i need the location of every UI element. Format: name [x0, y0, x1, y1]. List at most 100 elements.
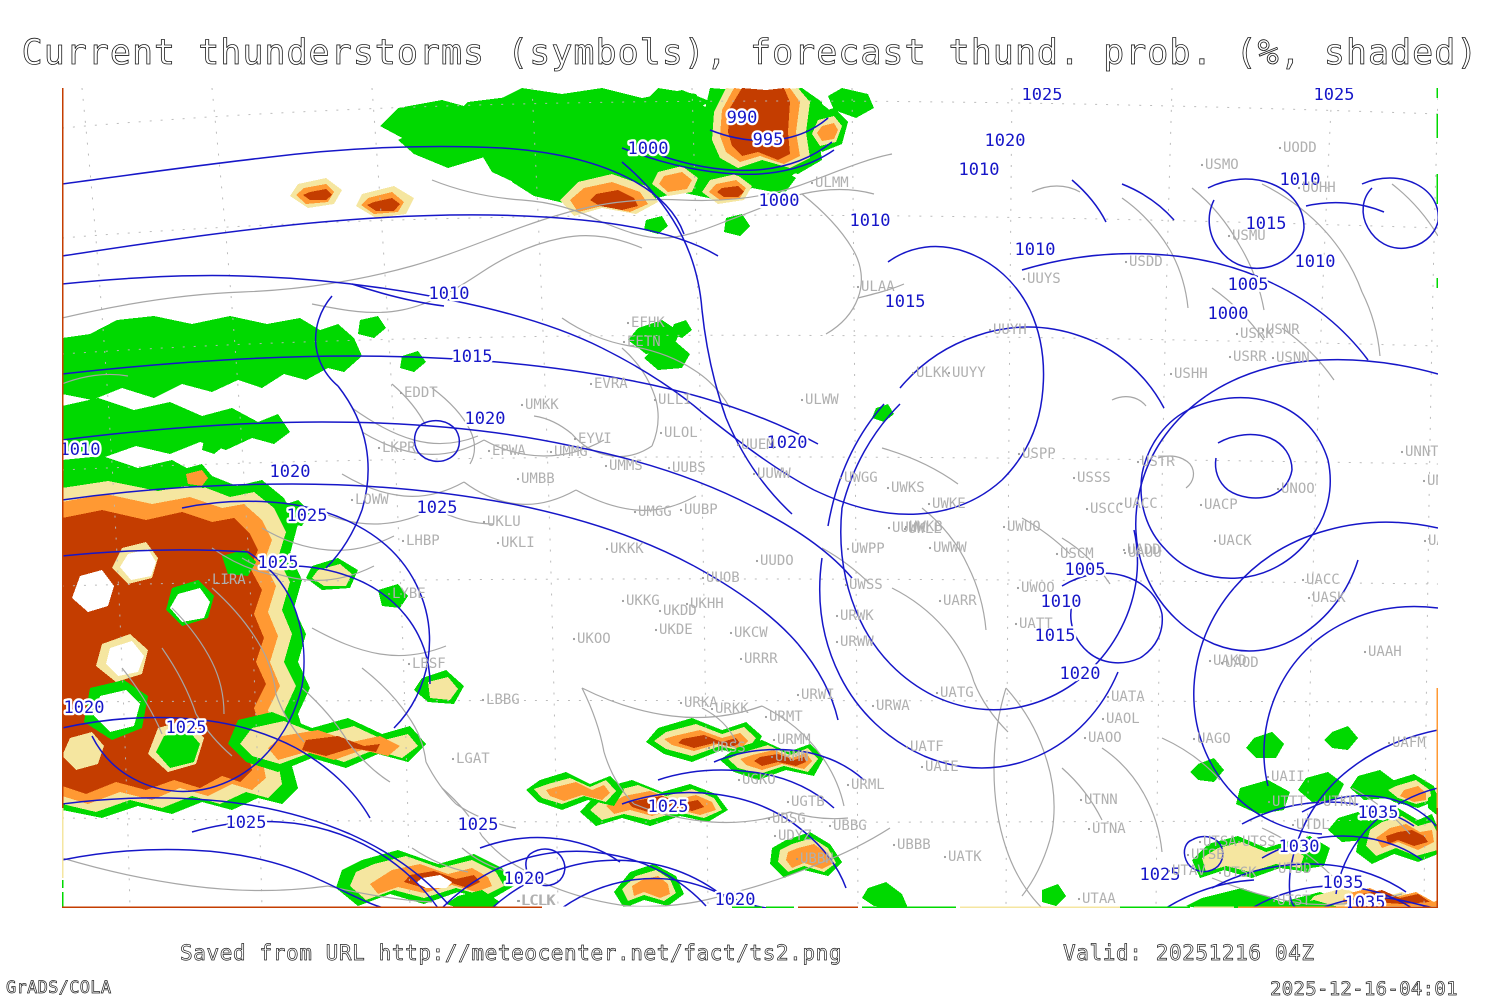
isobar-label-halo: 1020 [1060, 664, 1101, 684]
station-id-label: UASK [1312, 590, 1346, 606]
station-dot-icon [1119, 502, 1123, 506]
station-dot-icon [658, 609, 662, 613]
station-marker: UACC [1119, 496, 1158, 512]
station-marker: UACP [1199, 497, 1238, 513]
isobar-label: 1030 [1279, 837, 1320, 857]
station-marker: USRK [1235, 326, 1274, 342]
map-canvas[interactable]: 990 990 995 995 1000 1000 1000 1000 1010 1010 1010… [62, 88, 1438, 908]
isobar-label-halo: 1000 [759, 191, 800, 211]
isobar-label-halo: 1005 [1228, 275, 1269, 295]
station-dot-icon [1237, 840, 1241, 844]
station-marker: UGTB [786, 794, 825, 810]
isobar-label: 1010 [1015, 240, 1056, 260]
station-dot-icon [685, 602, 689, 606]
station-dot-icon [1228, 355, 1232, 359]
isobar-label: 1020 [767, 433, 808, 453]
station-id-label: UODD [1283, 140, 1317, 156]
isobar-label-halo: 1025 [417, 498, 458, 518]
valid-time-text: Valid: 20251216 04Z [1063, 941, 1315, 966]
station-id-label: UNNT [1405, 444, 1438, 460]
station-marker: UNBB [1422, 473, 1438, 489]
station-dot-icon [653, 398, 657, 402]
station-dot-icon [1002, 525, 1006, 529]
station-id-label: URMT [769, 709, 803, 725]
isobar-label-halo: 1015 [885, 292, 926, 312]
station-id-label: LCLK [522, 893, 556, 908]
station-id-label: UARR [943, 593, 977, 609]
station-marker: LCLK [517, 893, 556, 908]
station-marker: UWKB [904, 519, 943, 535]
station-marker: UTNN [1079, 792, 1118, 808]
station-marker: ULLI [653, 392, 692, 408]
station-dot-icon [605, 547, 609, 551]
station-marker: EFHK [626, 315, 665, 331]
isobar-label: 1025 [1022, 88, 1063, 105]
station-dot-icon [1276, 487, 1280, 491]
station-dot-icon [1387, 741, 1391, 745]
station-marker: USMU [1227, 228, 1266, 244]
station-marker: USNN [1271, 350, 1310, 366]
station-dot-icon [654, 628, 658, 632]
station-dot-icon [572, 637, 576, 641]
station-marker: URWA [871, 698, 910, 714]
isobar-label: 1025 [1140, 865, 1181, 885]
station-marker: UKDE [654, 622, 693, 638]
station-dot-icon [773, 834, 777, 838]
station-marker: UTAA [1077, 891, 1116, 907]
station-marker: UUYY [947, 365, 986, 381]
station-id-label: UUYH [993, 322, 1027, 338]
station-dot-icon [1301, 578, 1305, 582]
station-id-label: UUDO [760, 553, 794, 569]
station-marker: UUOB [701, 570, 740, 586]
station-marker: UWUO [1002, 519, 1041, 535]
graticule [62, 88, 1438, 908]
isobar-label-halo: 1010 [1041, 592, 1082, 612]
isobar-label-halo: 990 [727, 108, 758, 128]
station-marker: USNR [1261, 322, 1300, 338]
station-marker: USHH [1169, 366, 1208, 382]
station-marker: UADD [1122, 542, 1161, 558]
station-dot-icon [1318, 800, 1322, 804]
station-marker: UAIE [920, 759, 959, 775]
station-marker: UODD [1278, 140, 1317, 156]
isobar-label: 1025 [458, 815, 499, 835]
isobar-label: 1000 [628, 139, 669, 159]
isobar-label-halo: 1035 [1323, 873, 1364, 893]
station-id-label: UOHH [1302, 180, 1336, 196]
station-id-label: UUWK [892, 520, 926, 536]
station-id-label: UATA [1111, 689, 1145, 705]
station-id-label: UACC [1306, 572, 1340, 588]
station-marker: UKHH [685, 596, 724, 612]
station-marker: UTAV [1167, 863, 1206, 879]
station-marker: UAOL [1101, 711, 1140, 727]
station-dot-icon [520, 403, 524, 407]
station-marker: LIRA [207, 572, 246, 588]
station-marker: UWKE [927, 496, 966, 512]
isobar-label-halo: 1010 [1015, 240, 1056, 260]
isobar-label: 1010 [1295, 252, 1336, 272]
station-id-label: USSS [1077, 470, 1111, 486]
station-marker: UGKO [737, 772, 776, 788]
isobar-label: 1010 [959, 160, 1000, 180]
map-svg: 9909909959951000100010001000101010101010… [62, 88, 1438, 908]
station-dot-icon [350, 498, 354, 502]
station-dot-icon [839, 476, 843, 480]
isobar-label: 995 [753, 130, 784, 150]
station-dot-icon [835, 640, 839, 644]
station-id-label: UTDL [1296, 817, 1330, 833]
isobar-label: 1015 [452, 347, 493, 367]
station-dot-icon [904, 525, 908, 529]
station-marker: UAOO [1083, 730, 1122, 746]
station-marker: EPWA [487, 443, 526, 459]
station-dot-icon [729, 631, 733, 635]
station-dot-icon [1192, 737, 1196, 741]
isobar-label-group: 9909909959951000100010001000101010101010… [62, 88, 1401, 908]
station-dot-icon [1423, 539, 1427, 543]
station-dot-icon [772, 738, 776, 742]
station-dot-icon [1363, 650, 1367, 654]
isobar-label: 1025 [226, 813, 267, 833]
station-id-label: UUEM [741, 437, 775, 453]
station-dot-icon [752, 472, 756, 476]
isobar-label-halo: 1025 [287, 506, 328, 526]
station-id-label: ULKK [916, 365, 950, 381]
